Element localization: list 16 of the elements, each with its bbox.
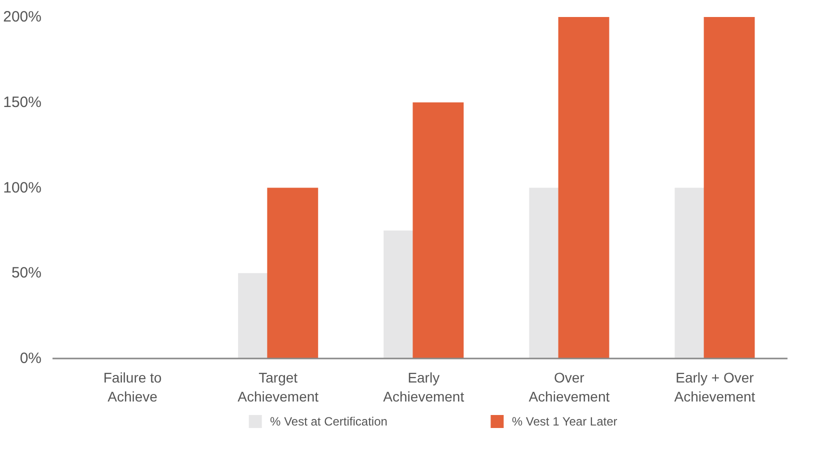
x-tick-label: Over Achievement [528,370,610,405]
legend-label: % Vest 1 Year Later [512,414,618,428]
legend-label: % Vest at Certification [270,414,388,428]
bar [267,188,318,358]
x-tick-label: Failure to Achieve [103,370,162,405]
y-tick-label: 50% [11,264,42,282]
y-tick-label: 100% [3,179,42,196]
bar [704,17,755,358]
y-tick-label: 0% [20,350,42,367]
y-tick-label: 150% [3,94,42,111]
bar [558,17,610,358]
x-tick-label: Early + Over Achievement [674,370,756,405]
x-tick-label: Target Achievement [238,370,319,405]
y-tick-label: 200% [3,8,42,26]
bar [412,102,464,358]
x-tick-label: Early Achievement [383,370,464,405]
